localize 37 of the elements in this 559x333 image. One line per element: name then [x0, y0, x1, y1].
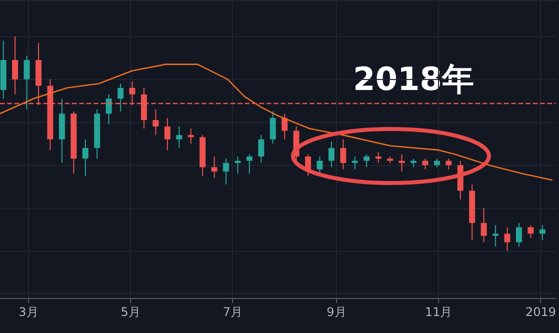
candlestick	[364, 154, 370, 168]
candlestick	[375, 152, 382, 164]
candlestick	[270, 110, 276, 144]
candlestick	[539, 224, 546, 241]
candlestick	[340, 138, 346, 170]
candlestick	[234, 156, 241, 174]
candlestick	[492, 224, 499, 248]
x-tick-label: 5月	[120, 305, 140, 319]
x-tick-label: 11月	[424, 305, 452, 319]
candlestick	[82, 138, 88, 176]
candlestick	[528, 224, 534, 238]
candlestick	[164, 117, 170, 151]
candlestick	[480, 207, 487, 243]
candlestick	[504, 226, 510, 252]
candlestick	[258, 134, 264, 164]
candlestick	[398, 154, 405, 172]
x-tick-label: 9月	[326, 305, 346, 319]
candlestick	[176, 126, 182, 148]
candlestick	[12, 36, 18, 95]
candlestick	[188, 128, 194, 144]
candlestick	[223, 158, 229, 185]
candlestick	[316, 156, 323, 174]
candlestick	[352, 156, 358, 170]
candlestick	[118, 83, 124, 112]
candlestick	[152, 108, 159, 136]
x-tick-label: 2019	[525, 305, 556, 319]
candlestick	[211, 156, 218, 178]
candlestick	[446, 158, 452, 170]
candlestick	[24, 55, 30, 110]
x-tick-label: 3月	[18, 305, 38, 319]
candlestick	[282, 113, 288, 140]
candlestick	[106, 94, 112, 125]
candlestick	[328, 140, 334, 168]
x-tick-label: 7月	[222, 305, 243, 319]
candlestick	[246, 154, 252, 174]
candlestick	[516, 222, 522, 248]
candlestick	[422, 158, 428, 170]
